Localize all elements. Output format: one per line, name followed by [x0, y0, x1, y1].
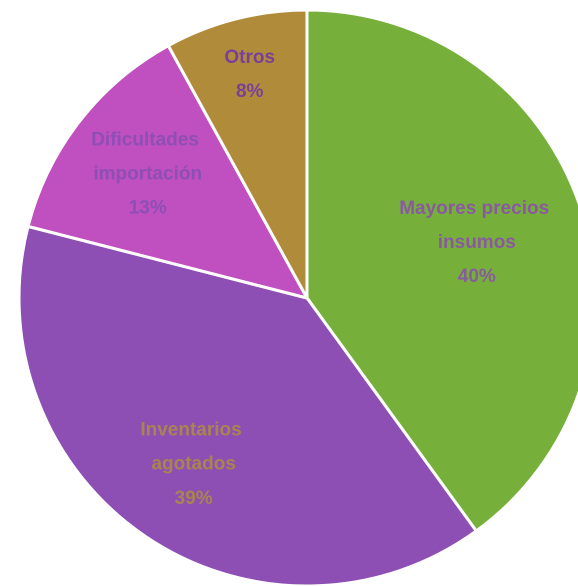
slice-value-label: 8%	[236, 81, 264, 102]
pie-slice	[305, 8, 578, 534]
pie-slice	[166, 8, 309, 299]
pie-slice	[17, 224, 479, 586]
pie-slice	[26, 43, 310, 301]
slice-value-label: 39%	[175, 488, 213, 509]
slice-label: Inventarios agotados	[140, 420, 247, 475]
slice-value-label: 13%	[129, 197, 167, 218]
slice-label: Mayores precios insumos	[399, 198, 554, 253]
slice-value-label: 40%	[458, 266, 496, 287]
slice-label: Otros	[224, 47, 275, 68]
slice-label: Dificultades importación	[91, 129, 204, 184]
